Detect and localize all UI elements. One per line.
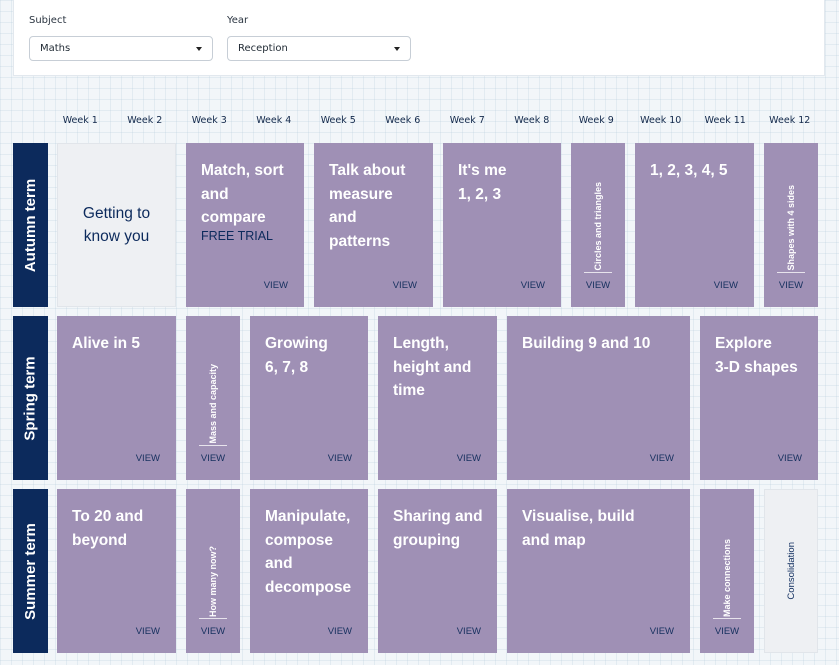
view-link[interactable]: VIEW	[778, 280, 804, 291]
view-link[interactable]: VIEW	[327, 453, 352, 464]
block-alive-in-5[interactable]: Alive in 5 VIEW	[57, 316, 176, 480]
block-title: Match, sort and compare	[201, 162, 284, 226]
week-10-label: Week 10	[640, 115, 682, 126]
year-value: Reception	[238, 43, 288, 54]
year-field: Year Reception	[227, 14, 411, 61]
year-select[interactable]: Reception	[227, 36, 411, 61]
block-getting-to-know-you[interactable]: Getting to know you	[57, 143, 176, 307]
view-link[interactable]: VIEW	[777, 453, 802, 464]
block-building-9-10[interactable]: Building 9 and 10 VIEW	[507, 316, 690, 480]
block-how-many-now[interactable]: How many now? VIEW	[186, 489, 240, 653]
week-8-label: Week 8	[514, 115, 550, 126]
block-length-height-time[interactable]: Length, height and time VIEW	[378, 316, 497, 480]
summer-term-label: Summer term	[13, 489, 48, 653]
week-9-label: Week 9	[578, 115, 614, 126]
block-visualise[interactable]: Visualise, build and map VIEW	[507, 489, 690, 653]
view-link[interactable]: VIEW	[456, 626, 481, 637]
block-mass-capacity[interactable]: Mass and capacity VIEW	[186, 316, 240, 480]
block-circles-triangles[interactable]: Circles and triangles VIEW	[571, 143, 625, 307]
block-title: Visualise, build and map	[522, 508, 635, 549]
block-title: Alive in 5	[72, 335, 141, 352]
block-title: Shapes with 4 sides	[786, 185, 796, 271]
block-title: Circles and triangles	[593, 182, 603, 271]
view-link[interactable]: VIEW	[135, 453, 160, 464]
block-title: Make connections	[722, 538, 732, 617]
view-link[interactable]: VIEW	[713, 280, 738, 291]
block-its-me[interactable]: It's me 1, 2, 3 VIEW	[443, 143, 561, 307]
view-link[interactable]: VIEW	[649, 453, 674, 464]
block-title: Manipulate, compose and decompose	[265, 508, 352, 596]
block-title: Explore 3-D shapes	[715, 335, 798, 376]
block-title: Consolidation	[785, 542, 797, 600]
subject-label: Subject	[29, 15, 67, 26]
divider	[199, 618, 227, 619]
week-11-label: Week 11	[704, 115, 746, 126]
block-title: Growing 6, 7, 8	[265, 335, 328, 376]
block-title: 1, 2, 3, 4, 5	[650, 162, 728, 179]
view-link[interactable]: VIEW	[392, 280, 417, 291]
week-header: Week 1 Week 2 Week 3 Week 4 Week 5 Week …	[48, 114, 839, 128]
autumn-term-text: Autumn term	[22, 178, 39, 272]
subject-field: Subject Maths	[29, 14, 213, 61]
block-title: To 20 and beyond	[72, 508, 144, 549]
divider	[584, 272, 612, 273]
week-3-label: Week 3	[191, 115, 227, 126]
week-5-label: Week 5	[320, 115, 356, 126]
block-consolidation[interactable]: Consolidation	[764, 489, 818, 653]
block-title: Building 9 and 10	[522, 335, 651, 352]
week-4-label: Week 4	[256, 115, 292, 126]
week-7-label: Week 7	[449, 115, 485, 126]
spring-term-label: Spring term	[13, 316, 48, 480]
view-link[interactable]: VIEW	[520, 280, 545, 291]
divider	[777, 272, 805, 273]
week-6-label: Week 6	[385, 115, 421, 126]
spring-term-text: Spring term	[22, 355, 39, 441]
view-link[interactable]: VIEW	[327, 626, 352, 637]
view-link[interactable]: VIEW	[263, 280, 288, 291]
block-to-20[interactable]: To 20 and beyond VIEW	[57, 489, 176, 653]
view-link[interactable]: VIEW	[585, 280, 611, 291]
block-title: Talk about measure and patterns	[329, 162, 406, 250]
block-title: Getting to know you	[82, 204, 151, 246]
week-12-label: Week 12	[769, 115, 811, 126]
block-one-to-five[interactable]: 1, 2, 3, 4, 5 VIEW	[635, 143, 754, 307]
year-label: Year	[227, 15, 249, 26]
view-link[interactable]: VIEW	[135, 626, 160, 637]
chevron-down-icon	[394, 46, 400, 51]
subject-value: Maths	[40, 43, 71, 54]
autumn-term-label: Autumn term	[13, 143, 48, 307]
block-shapes-4-sides[interactable]: Shapes with 4 sides VIEW	[764, 143, 818, 307]
block-title: Mass and capacity	[208, 364, 218, 444]
divider	[199, 445, 227, 446]
block-match-sort-compare[interactable]: Match, sort and compare FREE TRIAL VIEW	[186, 143, 304, 307]
divider	[713, 618, 741, 619]
view-link[interactable]: VIEW	[200, 453, 226, 464]
block-title: Length, height and time	[393, 335, 472, 399]
filter-panel: Subject Maths Year Reception	[13, 0, 825, 76]
block-talk-about-measure[interactable]: Talk about measure and patterns VIEW	[314, 143, 433, 307]
free-trial-badge: FREE TRIAL	[201, 229, 274, 243]
view-link[interactable]: VIEW	[649, 626, 674, 637]
subject-select[interactable]: Maths	[29, 36, 213, 61]
block-title: How many now?	[208, 545, 218, 617]
block-make-connections[interactable]: Make connections VIEW	[700, 489, 754, 653]
block-sharing-grouping[interactable]: Sharing and grouping VIEW	[378, 489, 497, 653]
view-link[interactable]: VIEW	[200, 626, 226, 637]
block-manipulate[interactable]: Manipulate, compose and decompose VIEW	[250, 489, 368, 653]
view-link[interactable]: VIEW	[456, 453, 481, 464]
chevron-down-icon	[196, 46, 202, 51]
block-title: Sharing and grouping	[393, 508, 483, 549]
summer-term-text: Summer term	[22, 522, 40, 620]
block-growing[interactable]: Growing 6, 7, 8 VIEW	[250, 316, 368, 480]
week-2-label: Week 2	[127, 115, 163, 126]
block-title: It's me 1, 2, 3	[458, 162, 507, 203]
week-1-label: Week 1	[62, 115, 98, 126]
block-explore-3d[interactable]: Explore 3-D shapes VIEW	[700, 316, 818, 480]
view-link[interactable]: VIEW	[714, 626, 740, 637]
